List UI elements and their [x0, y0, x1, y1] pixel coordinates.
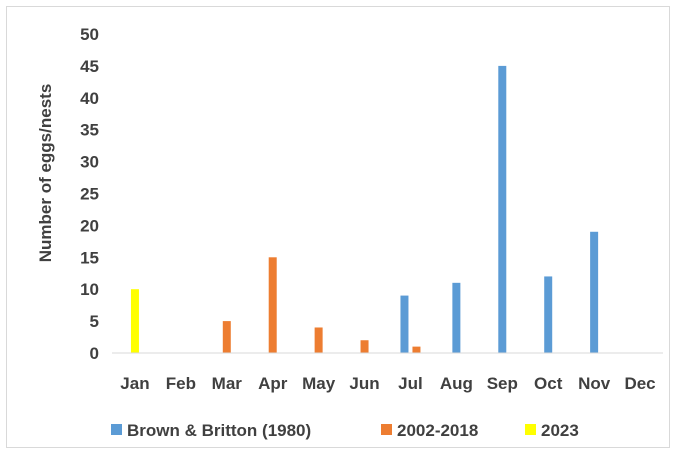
x-axis-ticks: Jan Feb Mar Apr May Jun Jul Aug Sep Oct Nov Dec: [120, 374, 655, 393]
x-tick-label: Jan: [120, 374, 149, 393]
x-tick-label: Mar: [212, 374, 243, 393]
bar-brown-britton-1980-aug: [452, 282, 461, 353]
y-axis-ticks: 0 5 10 15 20 25 30 35 40 45 50: [80, 25, 99, 363]
y-tick-label: 15: [80, 248, 99, 267]
x-tick-label: Nov: [578, 374, 611, 393]
chart-frame: Number of eggs/nests 0 5 10 15 20 25 30 35 40 45 5…: [6, 6, 670, 448]
bar-2002-2018-jul: [412, 346, 421, 353]
y-tick-label: 50: [80, 25, 99, 44]
bar-2002-2018-mar: [222, 321, 231, 353]
bar-2002-2018-may: [314, 327, 323, 353]
legend-swatch: [525, 424, 536, 435]
legend-swatch: [381, 424, 392, 435]
bars: [130, 65, 599, 354]
x-tick-label: Jun: [349, 374, 379, 393]
legend-label: 2023: [541, 421, 579, 440]
bar-2023-jan: [130, 289, 139, 353]
x-tick-label: May: [302, 374, 336, 393]
bar-brown-britton-1980-jul: [400, 295, 409, 353]
y-tick-label: 0: [90, 344, 99, 363]
x-tick-label: Jul: [398, 374, 423, 393]
y-tick-label: 35: [80, 121, 99, 140]
legend-label: Brown & Britton (1980): [127, 421, 311, 440]
legend: Brown & Britton (1980) 2002-2018 2023: [111, 421, 579, 440]
legend-label: 2002-2018: [397, 421, 478, 440]
bar-brown-britton-1980-oct: [544, 276, 553, 353]
bar-chart: Number of eggs/nests 0 5 10 15 20 25 30 35 40 45 5…: [36, 25, 663, 440]
x-tick-label: Oct: [534, 374, 563, 393]
y-tick-label: 20: [80, 216, 99, 235]
bar-2002-2018-jun: [360, 340, 369, 353]
legend-swatch: [111, 424, 122, 435]
y-tick-label: 30: [80, 153, 99, 172]
x-tick-label: Aug: [440, 374, 473, 393]
y-tick-label: 40: [80, 89, 99, 108]
y-tick-label: 25: [80, 185, 99, 204]
x-tick-label: Apr: [258, 374, 288, 393]
bar-brown-britton-1980-sep: [498, 65, 507, 354]
bar-2002-2018-apr: [268, 257, 277, 353]
y-tick-label: 5: [90, 312, 99, 331]
bar-brown-britton-1980-nov: [590, 231, 599, 353]
x-tick-label: Dec: [624, 374, 655, 393]
y-axis-title: Number of eggs/nests: [36, 84, 55, 263]
x-tick-label: Feb: [166, 374, 196, 393]
y-axis-title-group: Number of eggs/nests: [36, 84, 55, 263]
y-tick-label: 10: [80, 280, 99, 299]
y-tick-label: 45: [80, 57, 99, 76]
x-tick-label: Sep: [487, 374, 518, 393]
